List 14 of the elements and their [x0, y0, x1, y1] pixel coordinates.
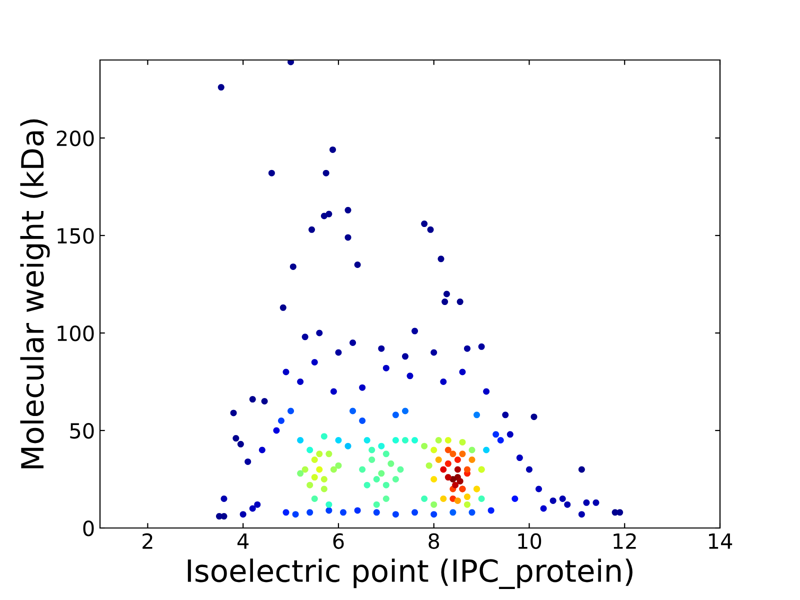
x-tick-label: 10 — [518, 533, 542, 549]
y-tick-label: 150 — [58, 228, 94, 244]
x-tick-label: 6 — [333, 533, 344, 549]
y-axis-title: Molecular weight (kDa) — [20, 119, 50, 468]
x-tick-label: 4 — [237, 534, 249, 549]
y-tick-label: 0 — [83, 520, 94, 536]
y-tick-label: 200 — [56, 130, 94, 146]
y-tick-label: 100 — [58, 325, 94, 342]
y-tick-label: 50 — [70, 422, 94, 439]
x-axis-title: Isoelectric point (IPC_protein) — [188, 558, 632, 589]
x-tick-label: 2 — [142, 533, 152, 549]
x-tick-label: 14 — [709, 534, 732, 549]
x-tick-label: 12 — [614, 533, 636, 549]
x-tick-label: 8 — [428, 533, 440, 549]
